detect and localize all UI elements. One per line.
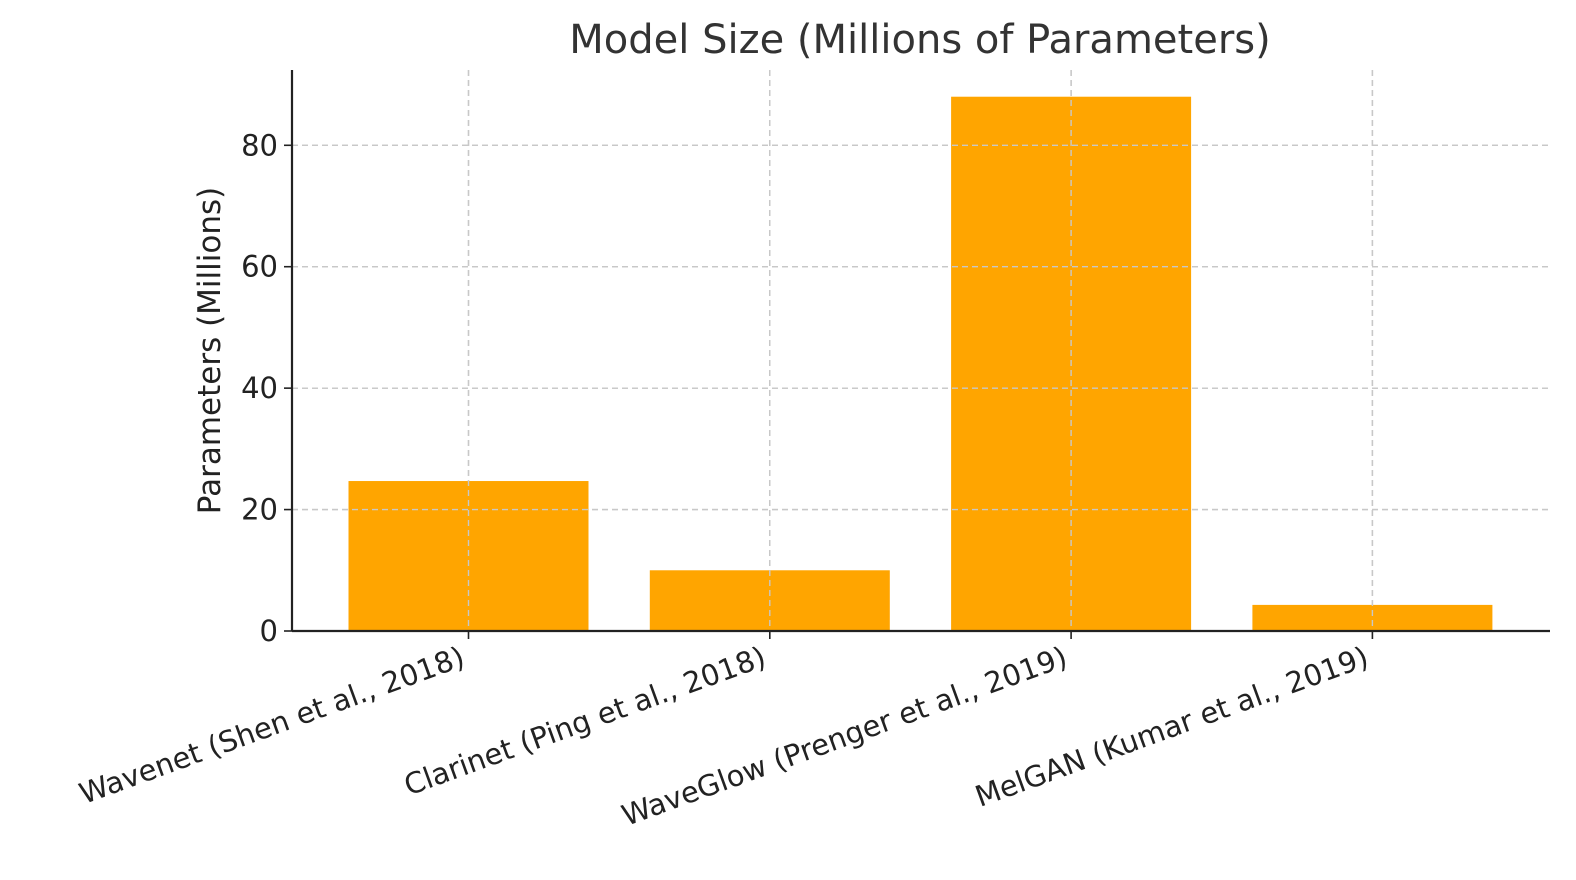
axes [290,70,1550,633]
y-tick-label: 80 [241,128,278,162]
bar-1 [348,481,589,631]
y-tick-label: 40 [241,371,278,405]
y-tick-label: 60 [241,250,278,284]
x-gridlines [467,70,1374,631]
x-ticks: Wavenet (Shen et al., 2018)Clarinet (Pin… [75,631,1374,833]
chart-title: Model Size (Millions of Parameters) [569,17,1270,63]
bars [292,70,1550,631]
bar-4 [1252,604,1493,631]
y-tick-label: 0 [260,614,278,648]
y-axis-label: Parameters (Millions) [192,187,228,514]
y-tick-label: 20 [241,493,278,527]
y-gridlines [292,144,1550,511]
y-ticks: 0 20 40 60 80 [241,128,292,648]
